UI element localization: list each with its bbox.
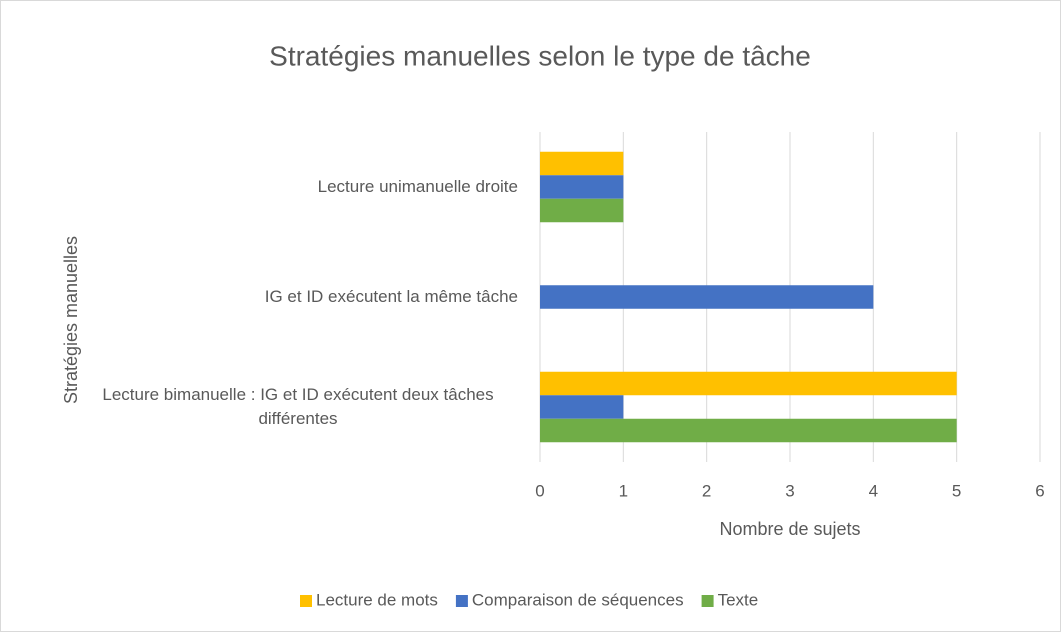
y-tick-label-wrap: Lecture unimanuelle droite (70, 147, 518, 227)
x-tick-label: 2 (702, 481, 711, 500)
y-tick-label: Lecture unimanuelle droite (317, 177, 518, 196)
x-tick-label: 0 (535, 481, 544, 500)
y-tick-label-box: Lecture unimanuelle droite (70, 147, 518, 227)
y-tick-label: IG et ID exécutent la même tâche (264, 287, 518, 306)
bar (540, 371, 957, 396)
x-tick-label: 4 (869, 481, 878, 500)
legend-label: Lecture de mots (316, 590, 438, 609)
y-tick-label-wrap: Lecture bimanuelle : IG et ID exécutent … (70, 367, 518, 447)
y-tick-label-box: Lecture bimanuelle : IG et ID exécutent … (70, 367, 518, 447)
chart-title: Stratégies manuelles selon le type de tâ… (269, 40, 811, 71)
bar (540, 395, 624, 419)
legend-swatch (300, 595, 312, 607)
legend-label: Comparaison de séquences (472, 590, 684, 609)
bar (540, 418, 957, 443)
x-axis-label: Nombre de sujets (719, 519, 860, 539)
bar (540, 151, 624, 176)
bar (540, 285, 874, 309)
y-axis-label: Stratégies manuelles (61, 236, 81, 404)
y-tick-label-box: IG et ID exécutent la même tâche (70, 257, 518, 337)
x-tick-label: 6 (1035, 481, 1044, 500)
x-tick-label: 5 (952, 481, 961, 500)
legend-swatch (455, 595, 468, 607)
x-tick-label: 3 (785, 481, 794, 500)
bar (540, 198, 624, 223)
legend-label: Texte (718, 590, 759, 609)
bar (540, 175, 624, 199)
y-tick-label-wrap: IG et ID exécutent la même tâche (70, 257, 518, 337)
y-tick-label: Lecture bimanuelle : IG et ID exécutent … (102, 385, 494, 428)
x-tick-label: 1 (619, 481, 628, 500)
legend-swatch (701, 595, 714, 607)
